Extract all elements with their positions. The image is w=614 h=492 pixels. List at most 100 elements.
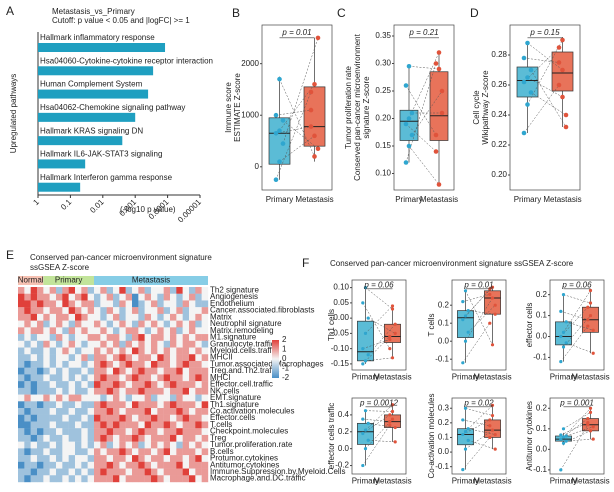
point — [521, 55, 527, 61]
heat-cell — [81, 313, 88, 321]
heat-cell — [201, 313, 209, 321]
heat-cell — [68, 455, 76, 463]
heat-cell — [56, 468, 63, 476]
heat-cell — [157, 327, 164, 335]
heat-cell — [75, 340, 82, 348]
heat-cell — [81, 408, 88, 415]
heat-cell — [189, 347, 196, 355]
heat-cell — [195, 287, 202, 294]
y-tick-label: 2000 — [241, 59, 259, 68]
heat-cell — [75, 347, 82, 355]
heat-cell — [87, 408, 95, 415]
bar — [38, 136, 123, 146]
x-tick-label: Primary — [352, 477, 380, 486]
y-tick-label: 0 — [255, 162, 260, 171]
heat-cell — [151, 381, 158, 389]
colorbar-tick-label: 2 — [282, 335, 287, 344]
x-tick-label: Primary — [266, 195, 294, 204]
pair-line — [279, 135, 315, 162]
heat-cell — [43, 367, 50, 375]
heat-cell — [106, 293, 114, 301]
heat-cell — [163, 354, 171, 362]
heat-cell — [132, 381, 139, 389]
heat-cell — [182, 421, 190, 429]
chart-title: Metastasis_vs_Primary — [52, 7, 135, 16]
heat-cell — [157, 354, 164, 362]
heat-cell — [138, 441, 145, 449]
heat-cell — [176, 374, 183, 382]
heat-cell — [106, 408, 114, 415]
heat-cell — [113, 381, 120, 389]
heat-cell — [106, 334, 114, 341]
heat-cell — [189, 441, 196, 449]
heat-cell — [43, 461, 50, 469]
y-tick-label: -0.05 — [331, 328, 350, 337]
heat-cell — [195, 300, 202, 308]
point — [564, 439, 568, 443]
heat-cell — [24, 408, 31, 415]
heat-cell — [176, 434, 183, 442]
heat-cell — [18, 428, 25, 436]
heat-cell — [119, 354, 126, 362]
heat-cell — [81, 334, 88, 341]
x-tick-label: Primary — [514, 195, 542, 204]
heat-cell — [37, 320, 44, 328]
heat-cell — [170, 441, 177, 449]
heat-cell — [144, 307, 152, 315]
heat-cell — [113, 374, 120, 382]
y-tick-label: 1000 — [241, 110, 259, 119]
heat-cell — [189, 287, 196, 294]
heat-cell — [151, 455, 158, 463]
heat-cell — [94, 340, 101, 348]
point — [277, 128, 282, 134]
heat-cell — [189, 428, 196, 436]
heat-cell — [132, 340, 139, 348]
heat-cell — [119, 307, 126, 315]
heat-cell — [62, 347, 69, 355]
heat-cell — [195, 448, 202, 456]
heat-cell — [195, 327, 202, 335]
heat-cell — [138, 367, 145, 375]
pair-line — [465, 290, 493, 345]
heat-cell — [201, 287, 209, 294]
point — [561, 441, 566, 445]
point — [439, 88, 445, 94]
point — [363, 428, 368, 432]
heat-cell — [68, 461, 76, 469]
heat-cell — [151, 347, 158, 355]
heat-cell — [119, 428, 126, 436]
heat-cell — [195, 408, 202, 415]
heat-cell — [24, 414, 31, 422]
point — [363, 359, 368, 363]
box — [357, 422, 374, 445]
heat-cell — [18, 327, 25, 335]
x-tick-label: Metastasis — [295, 195, 333, 204]
heat-cell — [43, 347, 50, 355]
heat-cell — [113, 327, 120, 335]
pair-line — [566, 321, 594, 331]
point — [436, 182, 442, 187]
heat-cell — [144, 441, 152, 449]
point — [366, 316, 370, 320]
heat-cell — [37, 354, 44, 362]
heat-cell — [138, 360, 145, 368]
heat-cell — [170, 340, 177, 348]
heat-cell — [163, 455, 171, 463]
heat-cell — [157, 374, 164, 382]
heat-cell — [189, 401, 196, 409]
heat-cell — [138, 401, 145, 409]
heat-cell — [100, 334, 107, 341]
heat-cell — [113, 387, 120, 395]
heat-cell — [49, 307, 57, 315]
heat-cell — [18, 441, 25, 449]
point — [490, 343, 495, 347]
heat-cell — [176, 340, 183, 348]
heat-cell — [30, 468, 38, 476]
heat-cell — [151, 475, 158, 483]
heat-cell — [62, 468, 69, 476]
point — [591, 437, 595, 441]
heat-cell — [189, 313, 196, 321]
point — [490, 403, 495, 407]
point — [312, 154, 317, 159]
heat-cell — [163, 408, 171, 415]
